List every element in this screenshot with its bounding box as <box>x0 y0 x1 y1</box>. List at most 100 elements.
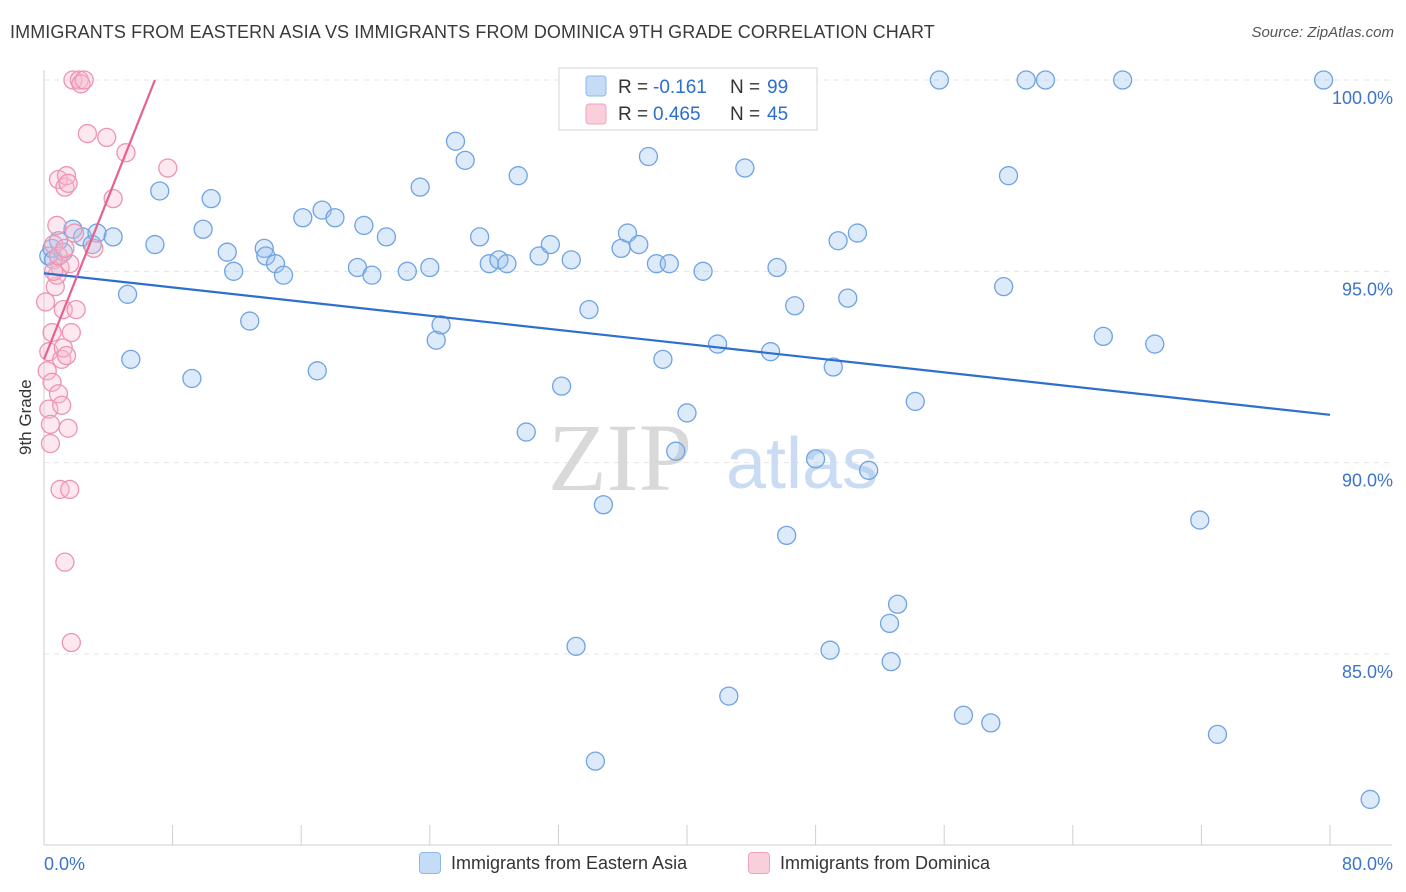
eastern-asia-point-52 <box>617 223 638 243</box>
eastern-asia-point-77 <box>881 652 901 672</box>
eastern-asia-point-59 <box>677 403 697 423</box>
eastern-asia-point-53 <box>629 234 649 255</box>
eastern-asia-point-80 <box>929 70 950 90</box>
y-tick-label-2: 95.0% <box>1342 279 1393 299</box>
eastern-asia-point-19 <box>256 246 276 266</box>
eastern-asia-point-58 <box>666 441 686 461</box>
eastern-asia-point-66 <box>777 525 797 546</box>
eastern-asia-point-46 <box>561 250 581 270</box>
eastern-asia-point-62 <box>719 686 739 706</box>
eastern-asia-point-47 <box>566 636 586 656</box>
eastern-asia-point-63 <box>735 158 755 178</box>
eastern-asia-point-56 <box>653 349 673 369</box>
eastern-asia-point-69 <box>805 449 826 469</box>
eastern-asia-point-88 <box>1112 70 1133 90</box>
source-credit: Source: ZipAtlas.com <box>1251 24 1394 41</box>
eastern-asia-point-71 <box>823 357 843 377</box>
eastern-asia-point-32 <box>420 257 440 278</box>
eastern-asia-point-41 <box>508 166 528 186</box>
eastern-asia-point-85 <box>1016 70 1036 90</box>
eastern-asia-point-60 <box>693 261 713 281</box>
dominica-point-13 <box>48 384 69 404</box>
dominica-point-32 <box>66 299 86 320</box>
series-dominica-points <box>35 70 178 653</box>
eastern-asia-point-23 <box>307 361 327 381</box>
eastern-asia-point-93 <box>1360 789 1380 810</box>
dominica-point-43 <box>48 246 69 266</box>
eastern-asia-point-31 <box>410 177 430 197</box>
axes <box>43 70 1392 846</box>
eastern-asia-point-75 <box>858 460 879 480</box>
eastern-asia-point-42 <box>516 422 536 442</box>
dominica-point-22 <box>56 166 77 186</box>
eastern-asia-point-65 <box>767 257 787 278</box>
dominica-point-27 <box>60 254 80 274</box>
gridlines <box>44 79 1390 655</box>
dominica-point-8 <box>43 234 64 255</box>
dominica-point-36 <box>77 123 98 144</box>
eastern-asia-point-29 <box>376 227 397 247</box>
dominica-point-23 <box>56 345 77 366</box>
stats-legend-pink-r-label: R = <box>618 104 648 125</box>
eastern-asia-point-13 <box>193 219 213 239</box>
eastern-asia-point-79 <box>905 391 925 412</box>
eastern-asia-point-27 <box>354 215 374 236</box>
eastern-asia-point-87 <box>1093 326 1113 347</box>
eastern-asia-point-48 <box>579 299 599 320</box>
y-tick-label-3: 100.0% <box>1332 88 1393 108</box>
eastern-asia-point-15 <box>217 242 237 262</box>
dominica-point-1 <box>37 361 57 381</box>
legend-blue-swatch <box>419 852 441 874</box>
dominica-point-31 <box>64 223 85 243</box>
eastern-asia-point-76 <box>879 613 900 634</box>
trend-lines <box>42 79 1331 416</box>
stats-legend-pink-n-value: 45 <box>767 104 788 125</box>
trend-line-dominica <box>42 79 156 360</box>
dominica-point-21 <box>55 552 75 572</box>
x-tick-label-0: 0.0% <box>44 854 85 874</box>
dominica-point-29 <box>61 322 81 343</box>
eastern-asia-point-90 <box>1190 510 1210 530</box>
eastern-asia-point-12 <box>182 368 202 389</box>
watermark-atlas: atlas <box>726 424 878 504</box>
eastern-asia-point-73 <box>838 288 858 308</box>
eastern-asia-point-22 <box>293 208 313 228</box>
trend-line-eastern-asia <box>43 272 1331 416</box>
eastern-asia-point-28 <box>362 265 382 285</box>
eastern-asia-point-18 <box>254 238 274 259</box>
eastern-asia-point-70 <box>820 640 840 660</box>
legend-pink-label: Immigrants from Dominica <box>780 852 991 873</box>
eastern-asia-point-40 <box>497 254 517 274</box>
stats-legend-blue-r-label: R = <box>618 77 648 98</box>
eastern-asia-point-50 <box>593 495 614 515</box>
eastern-asia-point-33 <box>426 330 446 350</box>
stats-legend-pink-swatch <box>585 103 607 125</box>
eastern-asia-point-49 <box>585 751 606 771</box>
stats-legend-blue-r-value: -0.161 <box>653 77 707 98</box>
eastern-asia-point-83 <box>994 276 1014 297</box>
dominica-point-28 <box>61 632 81 653</box>
y-tick-label-0: 85.0% <box>1342 662 1393 682</box>
dominica-point-24 <box>58 173 78 193</box>
eastern-asia-point-44 <box>540 234 561 255</box>
eastern-asia-point-92 <box>1313 70 1334 90</box>
eastern-asia-point-9 <box>117 284 138 304</box>
x-tick-label-1: 80.0% <box>1342 854 1393 874</box>
eastern-asia-point-57 <box>659 254 679 274</box>
dominica-point-7 <box>42 372 62 392</box>
dominica-point-10 <box>47 215 67 236</box>
series-eastern-asia-points <box>39 70 1380 810</box>
stats-legend-pink-r-value: 0.465 <box>653 104 701 125</box>
eastern-asia-point-78 <box>887 594 908 614</box>
eastern-asia-point-82 <box>981 713 1001 733</box>
eastern-asia-point-16 <box>224 261 244 281</box>
eastern-asia-point-35 <box>445 131 466 151</box>
eastern-asia-point-81 <box>953 705 974 725</box>
eastern-asia-point-61 <box>707 334 728 354</box>
eastern-asia-point-45 <box>551 376 572 396</box>
stats-legend-pink-n-label: N = <box>730 104 760 125</box>
dominica-point-35 <box>74 70 94 90</box>
legend-item-dominica: Immigrants from Dominica <box>748 852 990 874</box>
stats-legend: R = -0.161 N = 99 R = 0.465 N = 45 <box>558 67 818 131</box>
